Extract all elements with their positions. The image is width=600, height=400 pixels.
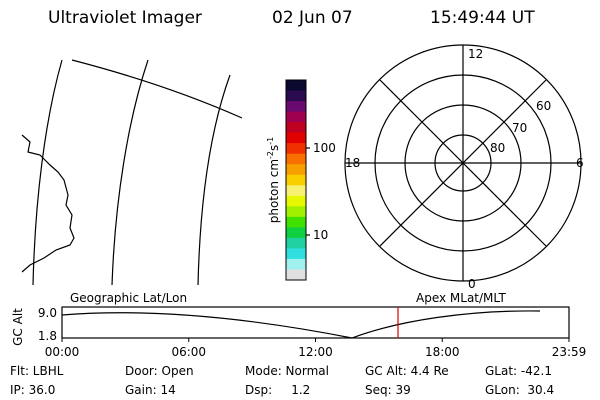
color-step [286,248,306,260]
map [21,59,243,286]
mlt-label: 18 [345,156,360,170]
date: 02 Jun 07 [272,8,353,28]
mlt-label: 0 [468,277,476,291]
label-text: photon cm [267,159,281,223]
mlt-label: 12 [468,47,483,61]
lat-label: 60 [536,99,551,113]
color-step [286,111,306,123]
color-step [286,101,306,113]
status-field: Flt: LBHL [10,364,64,378]
label-exp: -2 [266,151,275,159]
timeline-x-label: 12:00 [298,345,333,359]
timeline-title: Apex MLat/MLT [416,291,506,305]
status-field: Seq: 39 [365,383,411,397]
color-step [286,237,306,249]
lat-label: 80 [490,141,505,155]
colorbar [285,79,307,281]
color-step [286,269,306,281]
mlt-label: 6 [576,156,584,170]
color-step [286,227,306,239]
timeline-y-label: 9.0 [38,306,57,320]
colorbar-tick: 100 [313,141,336,155]
status-field: Gain: 14 [125,383,176,397]
timeline-x-label: 06:00 [171,345,206,359]
status-field: GLat: -42.1 [485,364,552,378]
footer: Flt: LBHL Door: Open Mode: Normal GC Alt: 4… [10,364,554,397]
instrument: Ultraviolet Imager [48,8,202,28]
timeline-x-label: 23:59 [552,345,587,359]
timeline-axis-label: GC Alt [11,308,25,346]
status-field: Door: Open [125,364,194,378]
timeline-y-label: 1.8 [38,329,57,343]
color-step [286,185,306,197]
color-step [286,132,306,144]
colorbar-label: photon cm-2s-1 [266,137,281,224]
timeline-x-axis: 00:00 06:00 12:00 18:00 23:59 [45,338,587,359]
color-step [286,153,306,165]
lat-label: 70 [512,121,527,135]
color-step [286,90,306,102]
status-field: Mode: Normal [245,364,329,378]
status-field: GLon: 30.4 [485,383,554,397]
timeline-title: Geographic Lat/Lon [70,291,187,305]
timeline-x-label: 18:00 [425,345,460,359]
color-step [286,206,306,218]
altitude-curve [61,310,541,339]
color-step [286,80,306,92]
color-step [286,122,306,134]
status-field: IP: 36.0 [10,383,55,397]
color-step [286,195,306,207]
color-step [286,216,306,228]
color-step [286,164,306,176]
timeline-x-label: 00:00 [45,345,80,359]
color-step [286,174,306,186]
status-field: GC Alt: 4.4 Re [365,364,449,378]
polar-grid [344,44,582,282]
color-step [286,143,306,155]
time: 15:49:44 UT [430,8,535,28]
label-exp: -1 [266,137,275,145]
color-step [286,258,306,270]
label-text: s [267,145,281,151]
status-field: Dsp: 1.2 [245,383,310,397]
colorbar-tick: 10 [313,228,328,242]
colorbar-frame [285,79,307,281]
